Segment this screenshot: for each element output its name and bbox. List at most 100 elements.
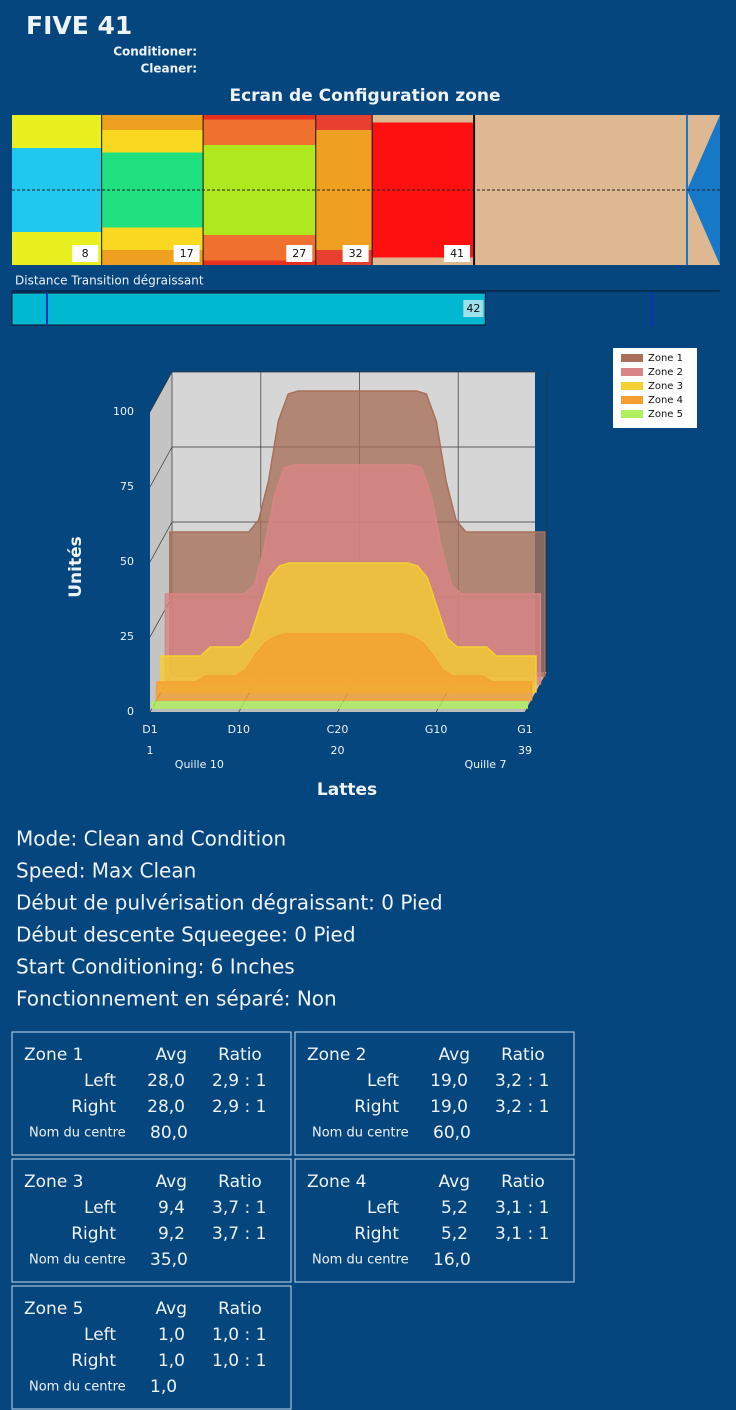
avg-value: 9,4 (158, 1198, 185, 1218)
side-label: Left (367, 1198, 399, 1218)
ratio-header: Ratio (218, 1045, 262, 1065)
legend-label: Zone 2 (648, 367, 683, 378)
x-tick-label: G10 (425, 723, 448, 736)
ratio-header: Ratio (218, 1299, 262, 1319)
avg-header: Avg (156, 1299, 188, 1319)
zone-name: Zone 1 (24, 1045, 84, 1065)
grid-line (149, 371, 173, 413)
zone-box (11, 1285, 292, 1410)
x-tick-label: C20 (327, 723, 349, 736)
zone-end-box (286, 245, 313, 262)
annotation: Quille 7 (464, 758, 506, 771)
area (155, 633, 533, 701)
side-label: Right (71, 1097, 116, 1117)
center-value: 16,0 (433, 1250, 471, 1270)
ratio-header: Ratio (218, 1172, 262, 1192)
ratio-value: 2,9 : 1 (212, 1097, 266, 1117)
zone-end-box (444, 245, 471, 262)
x-tick-label-2: 20 (331, 744, 345, 757)
avg-value: 1,0 (158, 1325, 185, 1345)
avg-header: Avg (156, 1045, 188, 1065)
ratio-value: 2,9 : 1 (212, 1071, 266, 1091)
avg-header: Avg (156, 1172, 188, 1192)
y-tick-label: 50 (120, 555, 134, 568)
y-axis-title: Unités (66, 536, 86, 598)
side-label: Left (84, 1071, 116, 1091)
ratio-header: Ratio (501, 1045, 545, 1065)
side-label: Right (354, 1097, 399, 1117)
legend-swatch (621, 368, 643, 376)
screen-title: Ecran de Configuration zone (229, 86, 500, 106)
info-line: Mode: Clean and Condition (16, 827, 286, 851)
zone-end-label: 41 (450, 247, 464, 260)
annotation: Quille 10 (175, 758, 224, 771)
center-value: 80,0 (150, 1123, 188, 1143)
x-tick-label: G1 (517, 723, 533, 736)
ratio-value: 1,0 : 1 (212, 1351, 266, 1371)
avg-value: 28,0 (147, 1071, 185, 1091)
info-line: Start Conditioning: 6 Inches (16, 955, 295, 979)
area (151, 701, 528, 709)
ratio-value: 3,7 : 1 (212, 1224, 266, 1244)
info-line: Début de pulvérisation dégraissant: 0 Pi… (16, 891, 443, 915)
y-tick-label: 75 (120, 480, 134, 493)
x-tick-label-2: 39 (518, 744, 532, 757)
ratio-value: 3,7 : 1 (212, 1198, 266, 1218)
legend-swatch (621, 382, 643, 390)
legend-label: Zone 5 (648, 409, 683, 420)
zone-end-label: 17 (180, 247, 194, 260)
ratio-value: 3,2 : 1 (495, 1097, 549, 1117)
zone-end-box (342, 245, 369, 262)
cleaner-label: Cleaner: (140, 62, 197, 76)
zone-end-box (72, 245, 99, 262)
zone-box (11, 1031, 292, 1156)
transition-value: 42 (466, 302, 480, 315)
y-tick-label: 25 (120, 630, 134, 643)
side-label: Right (354, 1224, 399, 1244)
zone-name: Zone 4 (307, 1172, 367, 1192)
info-line: Début descente Squeegee: 0 Pied (16, 923, 356, 947)
zone-end-label: 8 (82, 247, 89, 260)
avg-value: 5,2 (441, 1198, 468, 1218)
zone-name: Zone 5 (24, 1299, 84, 1319)
y-tick-label: 100 (113, 405, 134, 418)
avg-value: 9,2 (158, 1224, 185, 1244)
ratio-value: 3,1 : 1 (495, 1224, 549, 1244)
legend-label: Zone 3 (648, 381, 683, 392)
zone-end-box (173, 245, 200, 262)
legend-swatch (621, 354, 643, 362)
grid-line (149, 446, 173, 488)
center-label: Nom du centre (312, 1126, 409, 1141)
x-tick-label: D10 (228, 723, 250, 736)
avg-value: 19,0 (430, 1071, 468, 1091)
app-title: FIVE 41 (26, 11, 132, 40)
legend-swatch (621, 410, 643, 418)
avg-value: 28,0 (147, 1097, 185, 1117)
y-tick-label: 0 (127, 705, 134, 718)
grid-line (149, 521, 173, 563)
center-label: Nom du centre (29, 1380, 126, 1395)
transition-bar (11, 292, 486, 326)
zone-end-label: 27 (292, 247, 306, 260)
info-line: Speed: Max Clean (16, 859, 196, 883)
conditioner-label: Conditioner: (113, 45, 197, 59)
x-tick-label: D1 (142, 723, 157, 736)
side-label: Left (367, 1071, 399, 1091)
avg-header: Avg (439, 1172, 471, 1192)
side-label: Left (84, 1325, 116, 1345)
side-label: Right (71, 1224, 116, 1244)
info-line: Fonctionnement en séparé: Non (16, 987, 337, 1011)
zone-name: Zone 3 (24, 1172, 84, 1192)
center-value: 1,0 (150, 1377, 177, 1397)
zone-box (294, 1158, 575, 1283)
avg-value: 5,2 (441, 1224, 468, 1244)
x-axis-title: Lattes (317, 780, 377, 800)
ratio-value: 3,2 : 1 (495, 1071, 549, 1091)
center-value: 60,0 (433, 1123, 471, 1143)
zone-end-label: 32 (349, 247, 363, 260)
center-label: Nom du centre (312, 1253, 409, 1268)
legend-label: Zone 4 (648, 395, 683, 406)
avg-value: 19,0 (430, 1097, 468, 1117)
side-label: Left (84, 1198, 116, 1218)
